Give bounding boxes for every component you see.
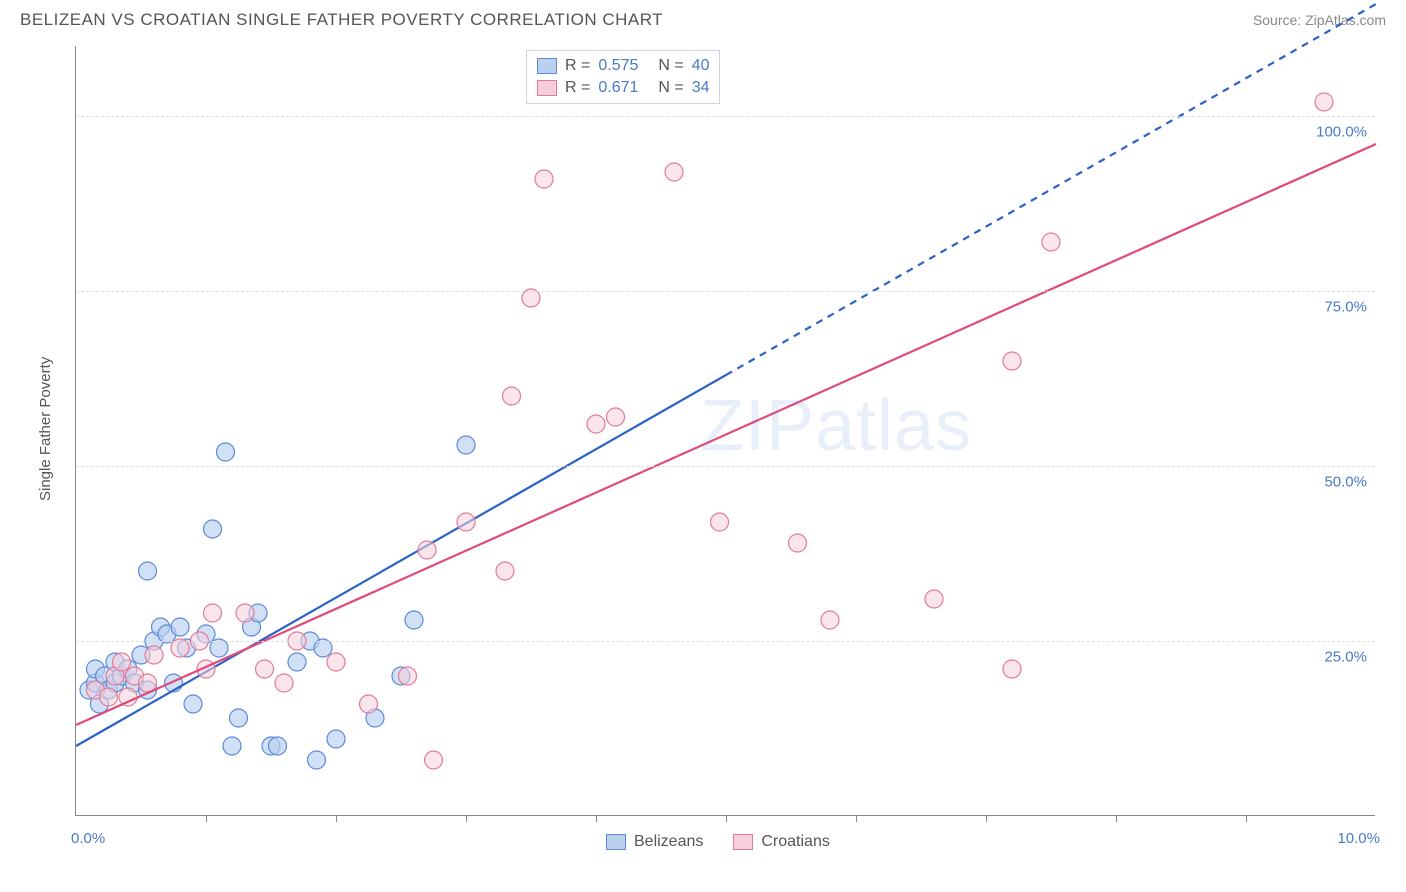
data-point	[327, 730, 345, 748]
stat-r-label: R =	[565, 79, 590, 97]
stat-n-value: 40	[692, 57, 710, 75]
data-point	[204, 604, 222, 622]
data-point	[308, 751, 326, 769]
data-point	[607, 408, 625, 426]
legend-swatch	[606, 834, 626, 850]
data-point	[1003, 660, 1021, 678]
data-point	[230, 709, 248, 727]
data-point	[1315, 93, 1333, 111]
correlation-stats-box: R = 0.575 N = 40 R = 0.671 N = 34	[526, 50, 720, 104]
data-point	[100, 688, 118, 706]
gridline	[76, 641, 1375, 642]
series-legend: Belizeans Croatians	[606, 833, 830, 851]
data-point	[223, 737, 241, 755]
data-point	[204, 520, 222, 538]
stats-row: R = 0.575 N = 40	[537, 55, 709, 77]
stat-r-value: 0.671	[598, 79, 650, 97]
y-axis-label: Single Father Poverty	[37, 357, 54, 501]
source-credit: Source: ZipAtlas.com	[1253, 12, 1386, 28]
data-point	[171, 618, 189, 636]
x-axis-max-label: 10.0%	[1337, 830, 1380, 847]
data-point	[405, 611, 423, 629]
x-tick	[1116, 815, 1117, 822]
y-tick-label: 25.0%	[1324, 649, 1367, 666]
legend-label: Croatians	[761, 833, 829, 851]
stat-r-label: R =	[565, 57, 590, 75]
data-point	[457, 436, 475, 454]
chart-title: BELIZEAN VS CROATIAN SINGLE FATHER POVER…	[20, 10, 663, 30]
x-axis-min-label: 0.0%	[71, 830, 105, 847]
data-point	[535, 170, 553, 188]
data-point	[925, 590, 943, 608]
stat-n-value: 34	[692, 79, 710, 97]
plot-area: ZIPatlas R =0.575N =40R =0.671N =34 Beli…	[75, 46, 1375, 816]
data-point	[665, 163, 683, 181]
data-point	[496, 562, 514, 580]
x-tick	[986, 815, 987, 822]
data-point	[360, 695, 378, 713]
legend-swatch	[537, 80, 557, 96]
legend-swatch	[537, 58, 557, 74]
stat-r-value: 0.575	[598, 57, 650, 75]
x-tick	[206, 815, 207, 822]
plot-svg	[76, 46, 1375, 815]
data-point	[425, 751, 443, 769]
data-point	[327, 653, 345, 671]
trend-line-solid	[76, 375, 726, 746]
data-point	[119, 688, 137, 706]
x-tick	[726, 815, 727, 822]
data-point	[269, 737, 287, 755]
y-tick-label: 50.0%	[1324, 474, 1367, 491]
data-point	[399, 667, 417, 685]
data-point	[457, 513, 475, 531]
trend-line-solid	[76, 144, 1376, 725]
data-point	[145, 646, 163, 664]
data-point	[503, 387, 521, 405]
legend-item: Belizeans	[606, 833, 703, 851]
gridline	[76, 116, 1375, 117]
x-tick	[336, 815, 337, 822]
gridline	[76, 291, 1375, 292]
x-tick	[596, 815, 597, 822]
data-point	[113, 653, 131, 671]
x-tick	[1246, 815, 1247, 822]
data-point	[821, 611, 839, 629]
data-point	[1042, 233, 1060, 251]
data-point	[711, 513, 729, 531]
x-tick	[856, 815, 857, 822]
y-tick-label: 100.0%	[1316, 124, 1367, 141]
stat-n-label: N =	[658, 79, 683, 97]
trend-line-dashed	[726, 4, 1376, 375]
data-point	[587, 415, 605, 433]
data-point	[139, 562, 157, 580]
gridline	[76, 466, 1375, 467]
data-point	[184, 695, 202, 713]
legend-item: Croatians	[733, 833, 829, 851]
data-point	[275, 674, 293, 692]
y-tick-label: 75.0%	[1324, 299, 1367, 316]
stat-n-label: N =	[658, 57, 683, 75]
legend-label: Belizeans	[634, 833, 703, 851]
data-point	[789, 534, 807, 552]
data-point	[256, 660, 274, 678]
data-point	[418, 541, 436, 559]
data-point	[217, 443, 235, 461]
data-point	[288, 653, 306, 671]
data-point	[236, 604, 254, 622]
legend-swatch	[733, 834, 753, 850]
stats-row: R = 0.671 N = 34	[537, 77, 709, 99]
x-tick	[466, 815, 467, 822]
data-point	[1003, 352, 1021, 370]
